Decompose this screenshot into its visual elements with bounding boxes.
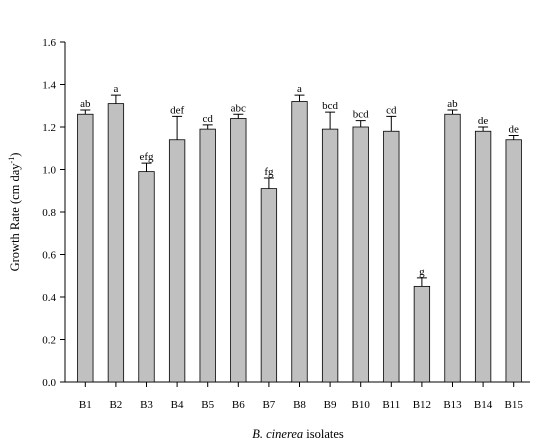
bar-B10	[352, 126, 369, 383]
x-tick-label-B2: B2	[109, 399, 122, 411]
bar-B4	[168, 139, 186, 383]
y-tick-label-1: 0.2	[42, 335, 56, 347]
y-tick-label-5: 1.0	[42, 165, 56, 177]
bar-B1	[77, 113, 94, 383]
significance-label-B5: cd	[203, 113, 214, 125]
significance-label-B6: abc	[231, 102, 246, 114]
x-tick-label-B6: B6	[232, 399, 245, 411]
x-tick-label-B8: B8	[293, 399, 306, 411]
significance-label-B1: ab	[80, 98, 91, 110]
x-tick-label-B10: B10	[352, 399, 371, 411]
x-tick-label-B3: B3	[140, 399, 153, 411]
y-axis-title: Growth Rate (cm day-1)	[7, 153, 22, 272]
bar-B3	[138, 171, 155, 383]
significance-label-B4: def	[170, 104, 184, 116]
y-axis-title-sup: -1	[7, 157, 16, 164]
y-tick-label-4: 0.8	[42, 207, 56, 219]
bar-B14	[474, 130, 492, 383]
y-tick-label-2: 0.4	[42, 292, 56, 304]
significance-label-B10: bcd	[353, 109, 369, 121]
x-tick-label-B13: B13	[443, 399, 462, 411]
y-tick-label-7: 1.4	[42, 80, 56, 92]
x-tick-label-B4: B4	[171, 399, 184, 411]
x-axis-title-rest: isolates	[303, 427, 344, 441]
bar-B9	[321, 128, 339, 383]
x-tick-label-B7: B7	[262, 399, 275, 411]
y-axis-title-close: )	[8, 153, 22, 157]
significance-label-B7: fg	[264, 166, 274, 178]
significance-label-B13: ab	[447, 98, 458, 110]
y-axis-title-main: Growth Rate (cm day	[8, 163, 22, 272]
bar-B2	[107, 103, 125, 383]
y-tick-label-8: 1.6	[42, 37, 56, 49]
x-tick-label-B1: B1	[79, 399, 92, 411]
bar-B5	[199, 128, 216, 383]
x-axis-title: B. cinerea isolates	[252, 427, 344, 441]
x-tick-label-B9: B9	[324, 399, 337, 411]
x-tick-label-B14: B14	[474, 399, 493, 411]
x-tick-label-B11: B11	[382, 399, 400, 411]
bar-B12	[413, 285, 431, 383]
y-tick-label-6: 1.2	[42, 122, 56, 134]
bar-B8	[291, 101, 308, 383]
bar-B13	[444, 113, 461, 383]
y-tick-label-0: 0.0	[42, 377, 56, 389]
x-tick-label-B5: B5	[201, 399, 214, 411]
bar-B6	[230, 118, 247, 383]
significance-label-B15: de	[509, 124, 520, 136]
plot-area: 0.0 0.2 0.4 0.6 0.8 1.0 1.2 1.4 1.6 ab B1 a B2 efg B3 d…	[42, 37, 530, 411]
significance-label-B12: g	[419, 266, 425, 278]
bar-B11	[383, 130, 400, 383]
y-tick-label-3: 0.6	[42, 250, 56, 262]
x-tick-label-B12: B12	[413, 399, 431, 411]
significance-label-B14: de	[478, 115, 489, 127]
bar-B7	[260, 188, 278, 383]
x-axis-title-italic: B. cinerea	[252, 427, 303, 441]
bar-B15	[505, 139, 522, 383]
significance-label-B3: efg	[139, 151, 154, 163]
significance-label-B8: a	[297, 83, 302, 95]
significance-label-B2: a	[113, 83, 118, 95]
significance-label-B11: cd	[386, 104, 397, 116]
x-tick-label-B15: B15	[505, 399, 524, 411]
significance-label-B9: bcd	[322, 100, 338, 112]
